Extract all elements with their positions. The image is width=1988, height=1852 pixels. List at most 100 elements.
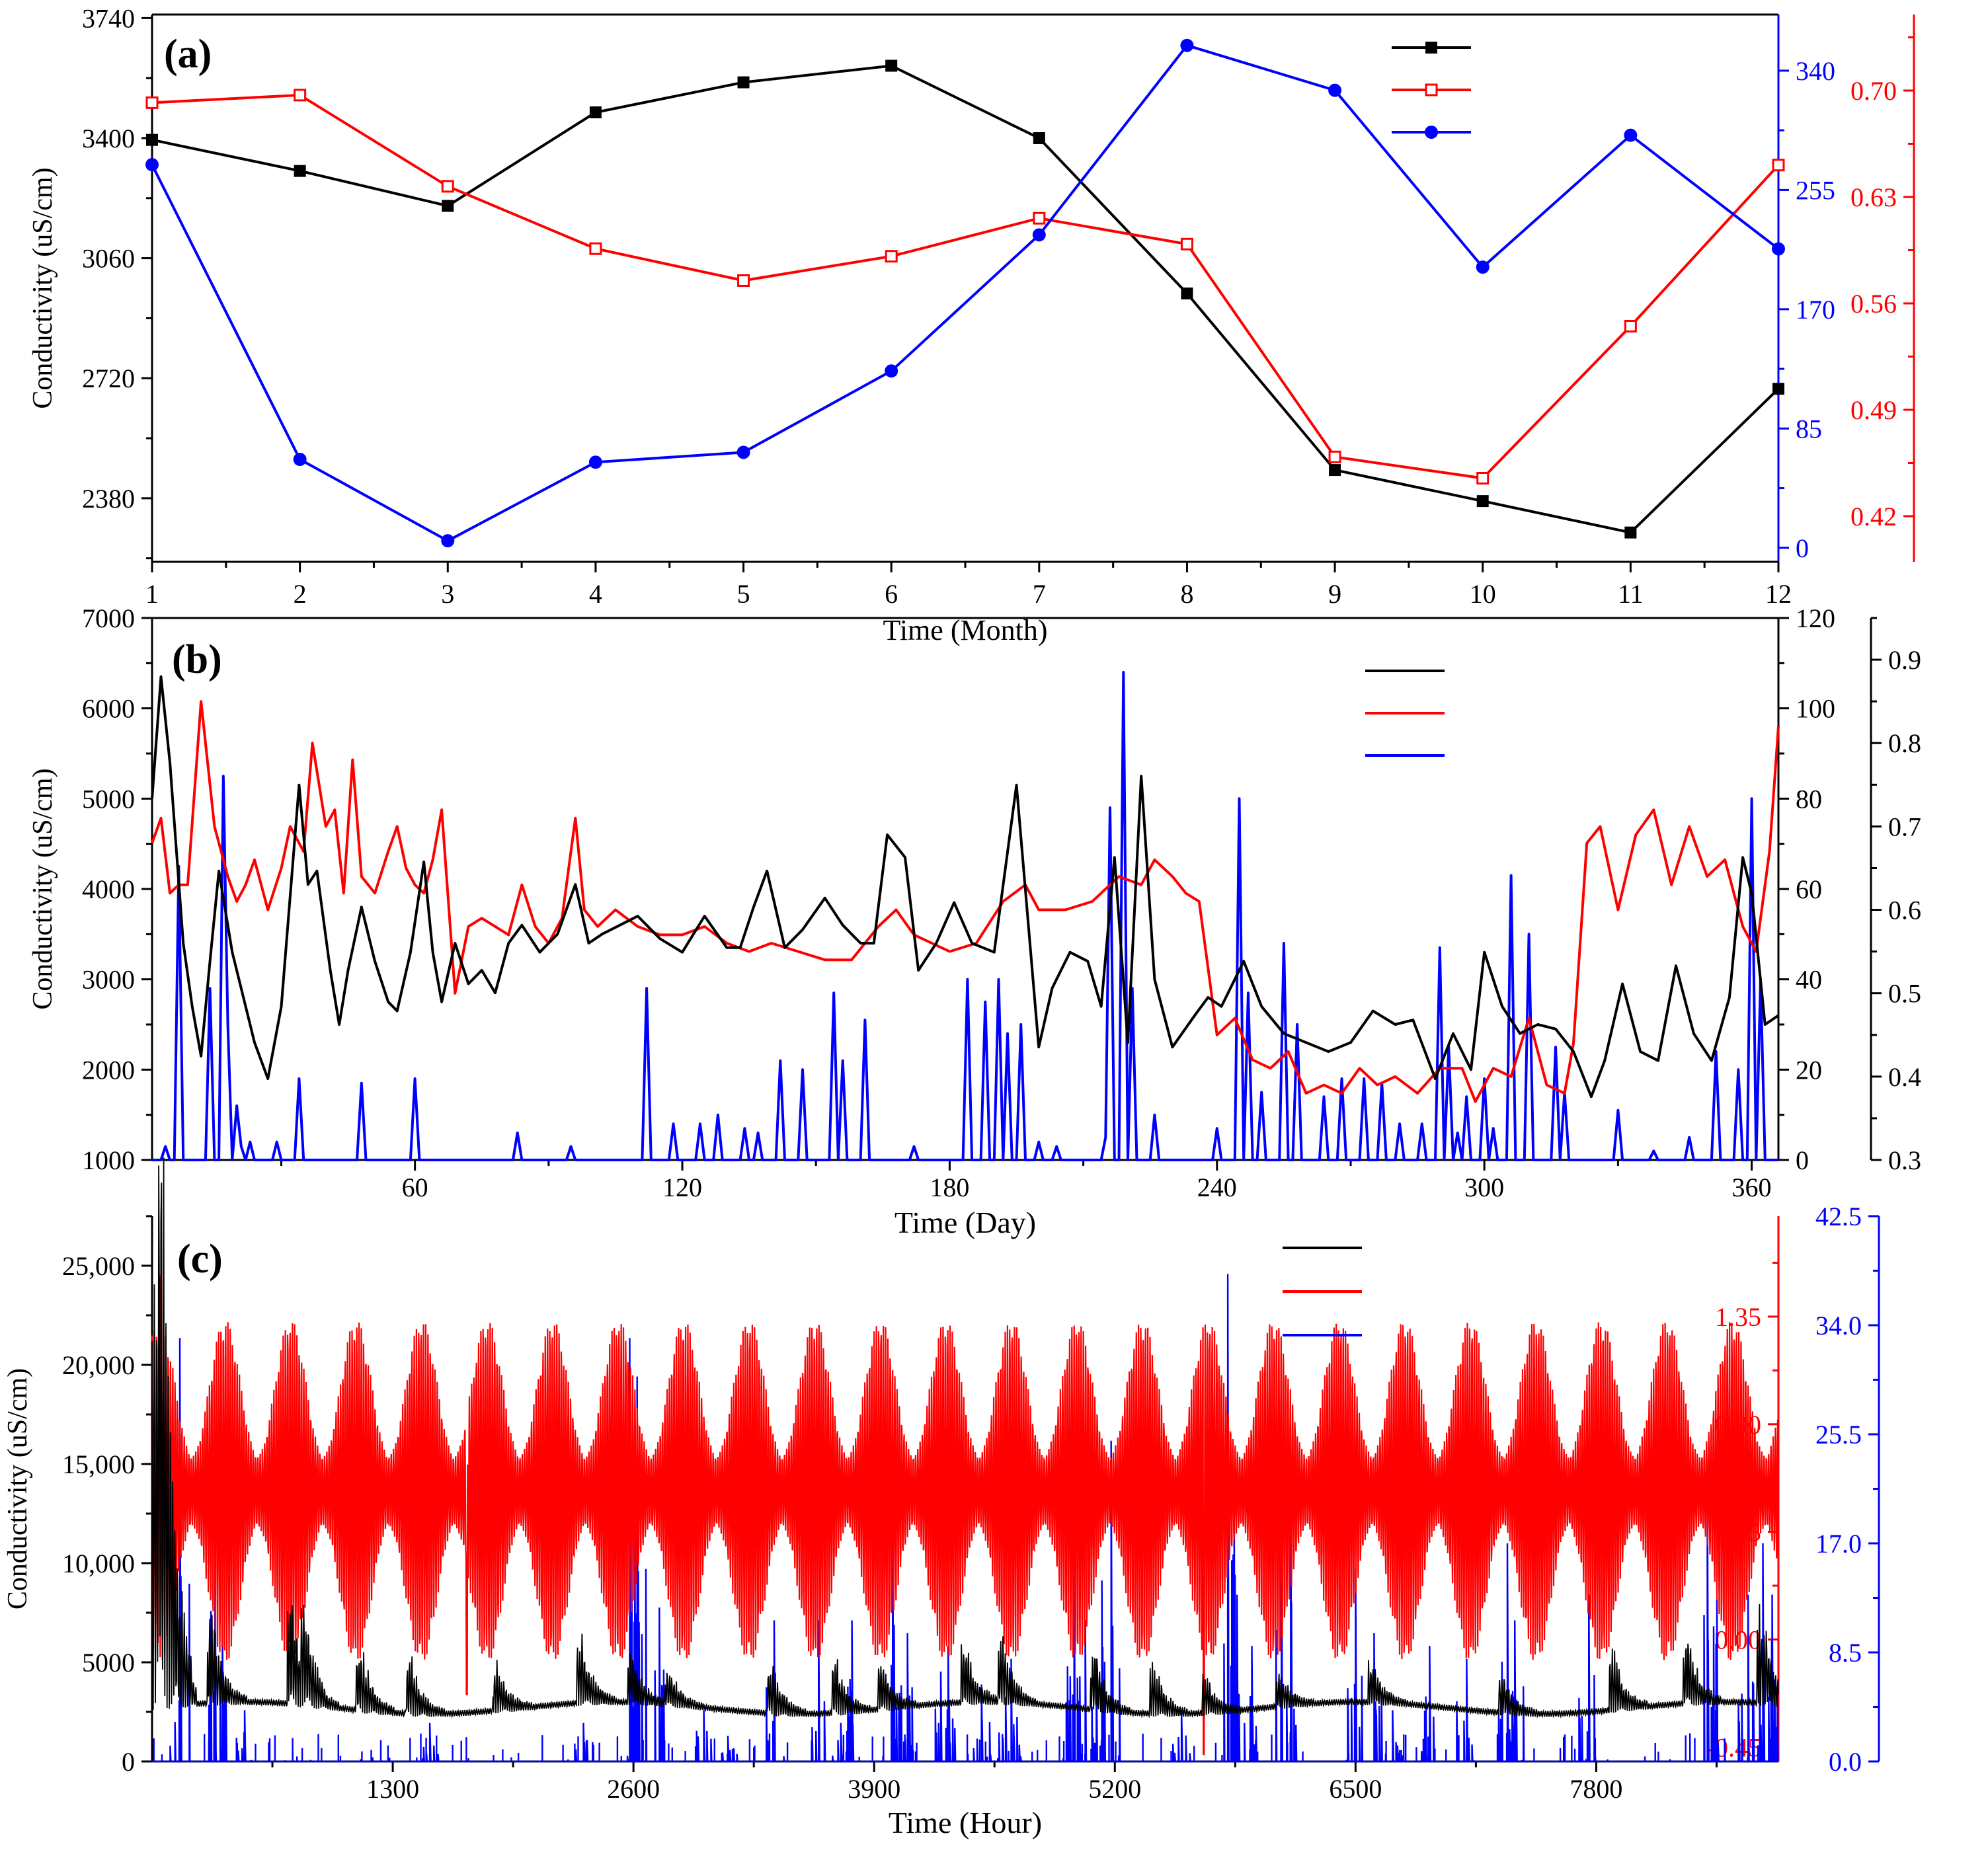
water-level-axis-tick-label: 0.6 xyxy=(1888,896,1921,925)
y-axis-title: Conductivity (uS/cm) xyxy=(3,1368,33,1609)
panel-label: (a) xyxy=(164,32,212,77)
data-point xyxy=(145,96,159,109)
water-level-axis-tick-label: 0.8 xyxy=(1888,728,1921,758)
left-axis-tick-label: 0 xyxy=(122,1747,135,1777)
data-point xyxy=(293,453,307,467)
x-axis-title: Time (Hour) xyxy=(889,1806,1042,1839)
data-point xyxy=(1624,526,1637,539)
rainfall-axis-tick-label: 0 xyxy=(1796,1145,1809,1175)
x-tick-label: 1300 xyxy=(366,1774,419,1804)
data-point xyxy=(1033,132,1045,144)
left-axis-tick-label: 3000 xyxy=(82,965,135,995)
legend-marker-water-level xyxy=(1425,83,1438,96)
panel-label: (c) xyxy=(177,1237,223,1282)
rainfall-axis-tick-label: 0 xyxy=(1796,533,1809,563)
series-line-rainfall xyxy=(152,671,1778,1161)
left-axis-tick-label: 5000 xyxy=(82,784,135,814)
data-point xyxy=(294,89,307,102)
data-point xyxy=(1624,128,1638,142)
panel-label: (b) xyxy=(172,637,222,682)
rainfall-axis-tick-label: 42.5 xyxy=(1815,1202,1862,1231)
data-point xyxy=(737,274,750,287)
data-point xyxy=(737,76,750,89)
left-axis-tick-label: 2000 xyxy=(82,1055,135,1085)
water-level-axis-tick-label: 0.7 xyxy=(1888,812,1921,841)
series-line-rainfall xyxy=(152,1274,1779,1763)
data-point xyxy=(1328,83,1342,97)
data-point xyxy=(145,158,159,172)
left-axis-tick-label: 3060 xyxy=(82,244,135,274)
x-tick-label: 2 xyxy=(294,579,307,609)
data-point xyxy=(441,534,455,548)
x-axis-title: Time (Day) xyxy=(895,1206,1036,1239)
rainfall-axis-tick-label: 80 xyxy=(1796,784,1822,814)
left-axis-tick-label: 7000 xyxy=(82,603,135,633)
data-point xyxy=(1476,495,1489,508)
left-axis-tick-label: 3400 xyxy=(82,124,135,153)
data-point xyxy=(442,200,454,212)
rainfall-axis-tick-label: 25.5 xyxy=(1815,1420,1862,1449)
data-point xyxy=(441,180,454,193)
water-level-axis-tick-label: 1.35 xyxy=(1715,1302,1761,1332)
water-level-axis-tick-label: 0.63 xyxy=(1850,182,1897,212)
x-tick-label: 1 xyxy=(145,579,159,609)
left-axis-tick-label: 10,000 xyxy=(62,1549,135,1578)
data-point xyxy=(736,445,750,459)
rainfall-axis-tick-label: 100 xyxy=(1796,694,1835,724)
left-axis-tick-label: 25,000 xyxy=(62,1251,135,1281)
panel-c: 1300 2600 3900 5200 6500 7800 Time (Hour) 0 5000… xyxy=(3,1157,1880,1839)
x-tick-label: 300 xyxy=(1464,1173,1504,1202)
data-point xyxy=(885,59,898,72)
x-tick-label: 7800 xyxy=(1570,1774,1622,1804)
series-line-water-level xyxy=(151,1275,1780,1756)
x-tick-label: 5 xyxy=(737,579,750,609)
y-axis-title: Conductivity (uS/cm) xyxy=(28,167,58,408)
left-axis-tick-label: 1000 xyxy=(82,1145,135,1175)
data-point xyxy=(588,455,602,469)
left-axis-tick-label: 3740 xyxy=(82,3,135,33)
rainfall-axis-tick-label: 8.5 xyxy=(1829,1638,1862,1668)
left-axis-tick-label: 20,000 xyxy=(62,1350,135,1380)
data-point xyxy=(1772,242,1785,256)
x-tick-label: 6 xyxy=(885,579,898,609)
data-point xyxy=(1624,320,1637,332)
data-point xyxy=(589,242,602,255)
x-tick-label: 360 xyxy=(1732,1173,1772,1202)
legend-marker-rainfall xyxy=(1425,126,1438,139)
x-tick-label: 9 xyxy=(1328,579,1341,609)
data-point xyxy=(885,250,898,263)
x-tick-label: 3 xyxy=(441,579,454,609)
data-point xyxy=(146,134,158,146)
water-level-axis-tick-label: 0.42 xyxy=(1850,502,1897,531)
rainfall-axis-tick-label: 255 xyxy=(1796,175,1835,205)
rainfall-axis-tick-label: 170 xyxy=(1796,295,1835,325)
x-tick-label: 6500 xyxy=(1329,1774,1382,1804)
water-level-axis-tick-label: 0.5 xyxy=(1888,979,1921,1009)
x-tick-label: 180 xyxy=(930,1173,969,1202)
rainfall-axis-tick-label: 17.0 xyxy=(1815,1529,1862,1559)
x-tick-label: 11 xyxy=(1618,579,1644,609)
x-tick-label: 5200 xyxy=(1088,1774,1141,1804)
data-point xyxy=(1032,228,1046,242)
data-point xyxy=(1033,212,1046,225)
left-axis-tick-label: 15,000 xyxy=(62,1449,135,1479)
data-point xyxy=(1180,237,1193,251)
left-axis-tick-label: 2380 xyxy=(82,484,135,514)
rainfall-axis-tick-label: 340 xyxy=(1796,56,1835,86)
water-level-axis-tick-label: 0.70 xyxy=(1850,76,1897,106)
series-line-0 xyxy=(151,64,1780,534)
series-line-2 xyxy=(151,44,1780,543)
series-line-water-level xyxy=(151,700,1780,1103)
series-line-conductivity xyxy=(151,1157,1779,1719)
x-tick-label: 240 xyxy=(1197,1173,1237,1202)
x-tick-label: 7 xyxy=(1033,579,1046,609)
data-point xyxy=(1180,38,1194,52)
rainfall-axis-tick-label: 0.0 xyxy=(1829,1747,1862,1777)
rainfall-axis-tick-label: 85 xyxy=(1796,414,1822,444)
data-point xyxy=(1328,450,1341,463)
y-axis-title: Conductivity (uS/cm) xyxy=(28,768,58,1009)
water-level-axis-tick-label: 0.3 xyxy=(1888,1145,1921,1175)
water-level-axis-tick-label: 0.9 xyxy=(1888,645,1921,675)
